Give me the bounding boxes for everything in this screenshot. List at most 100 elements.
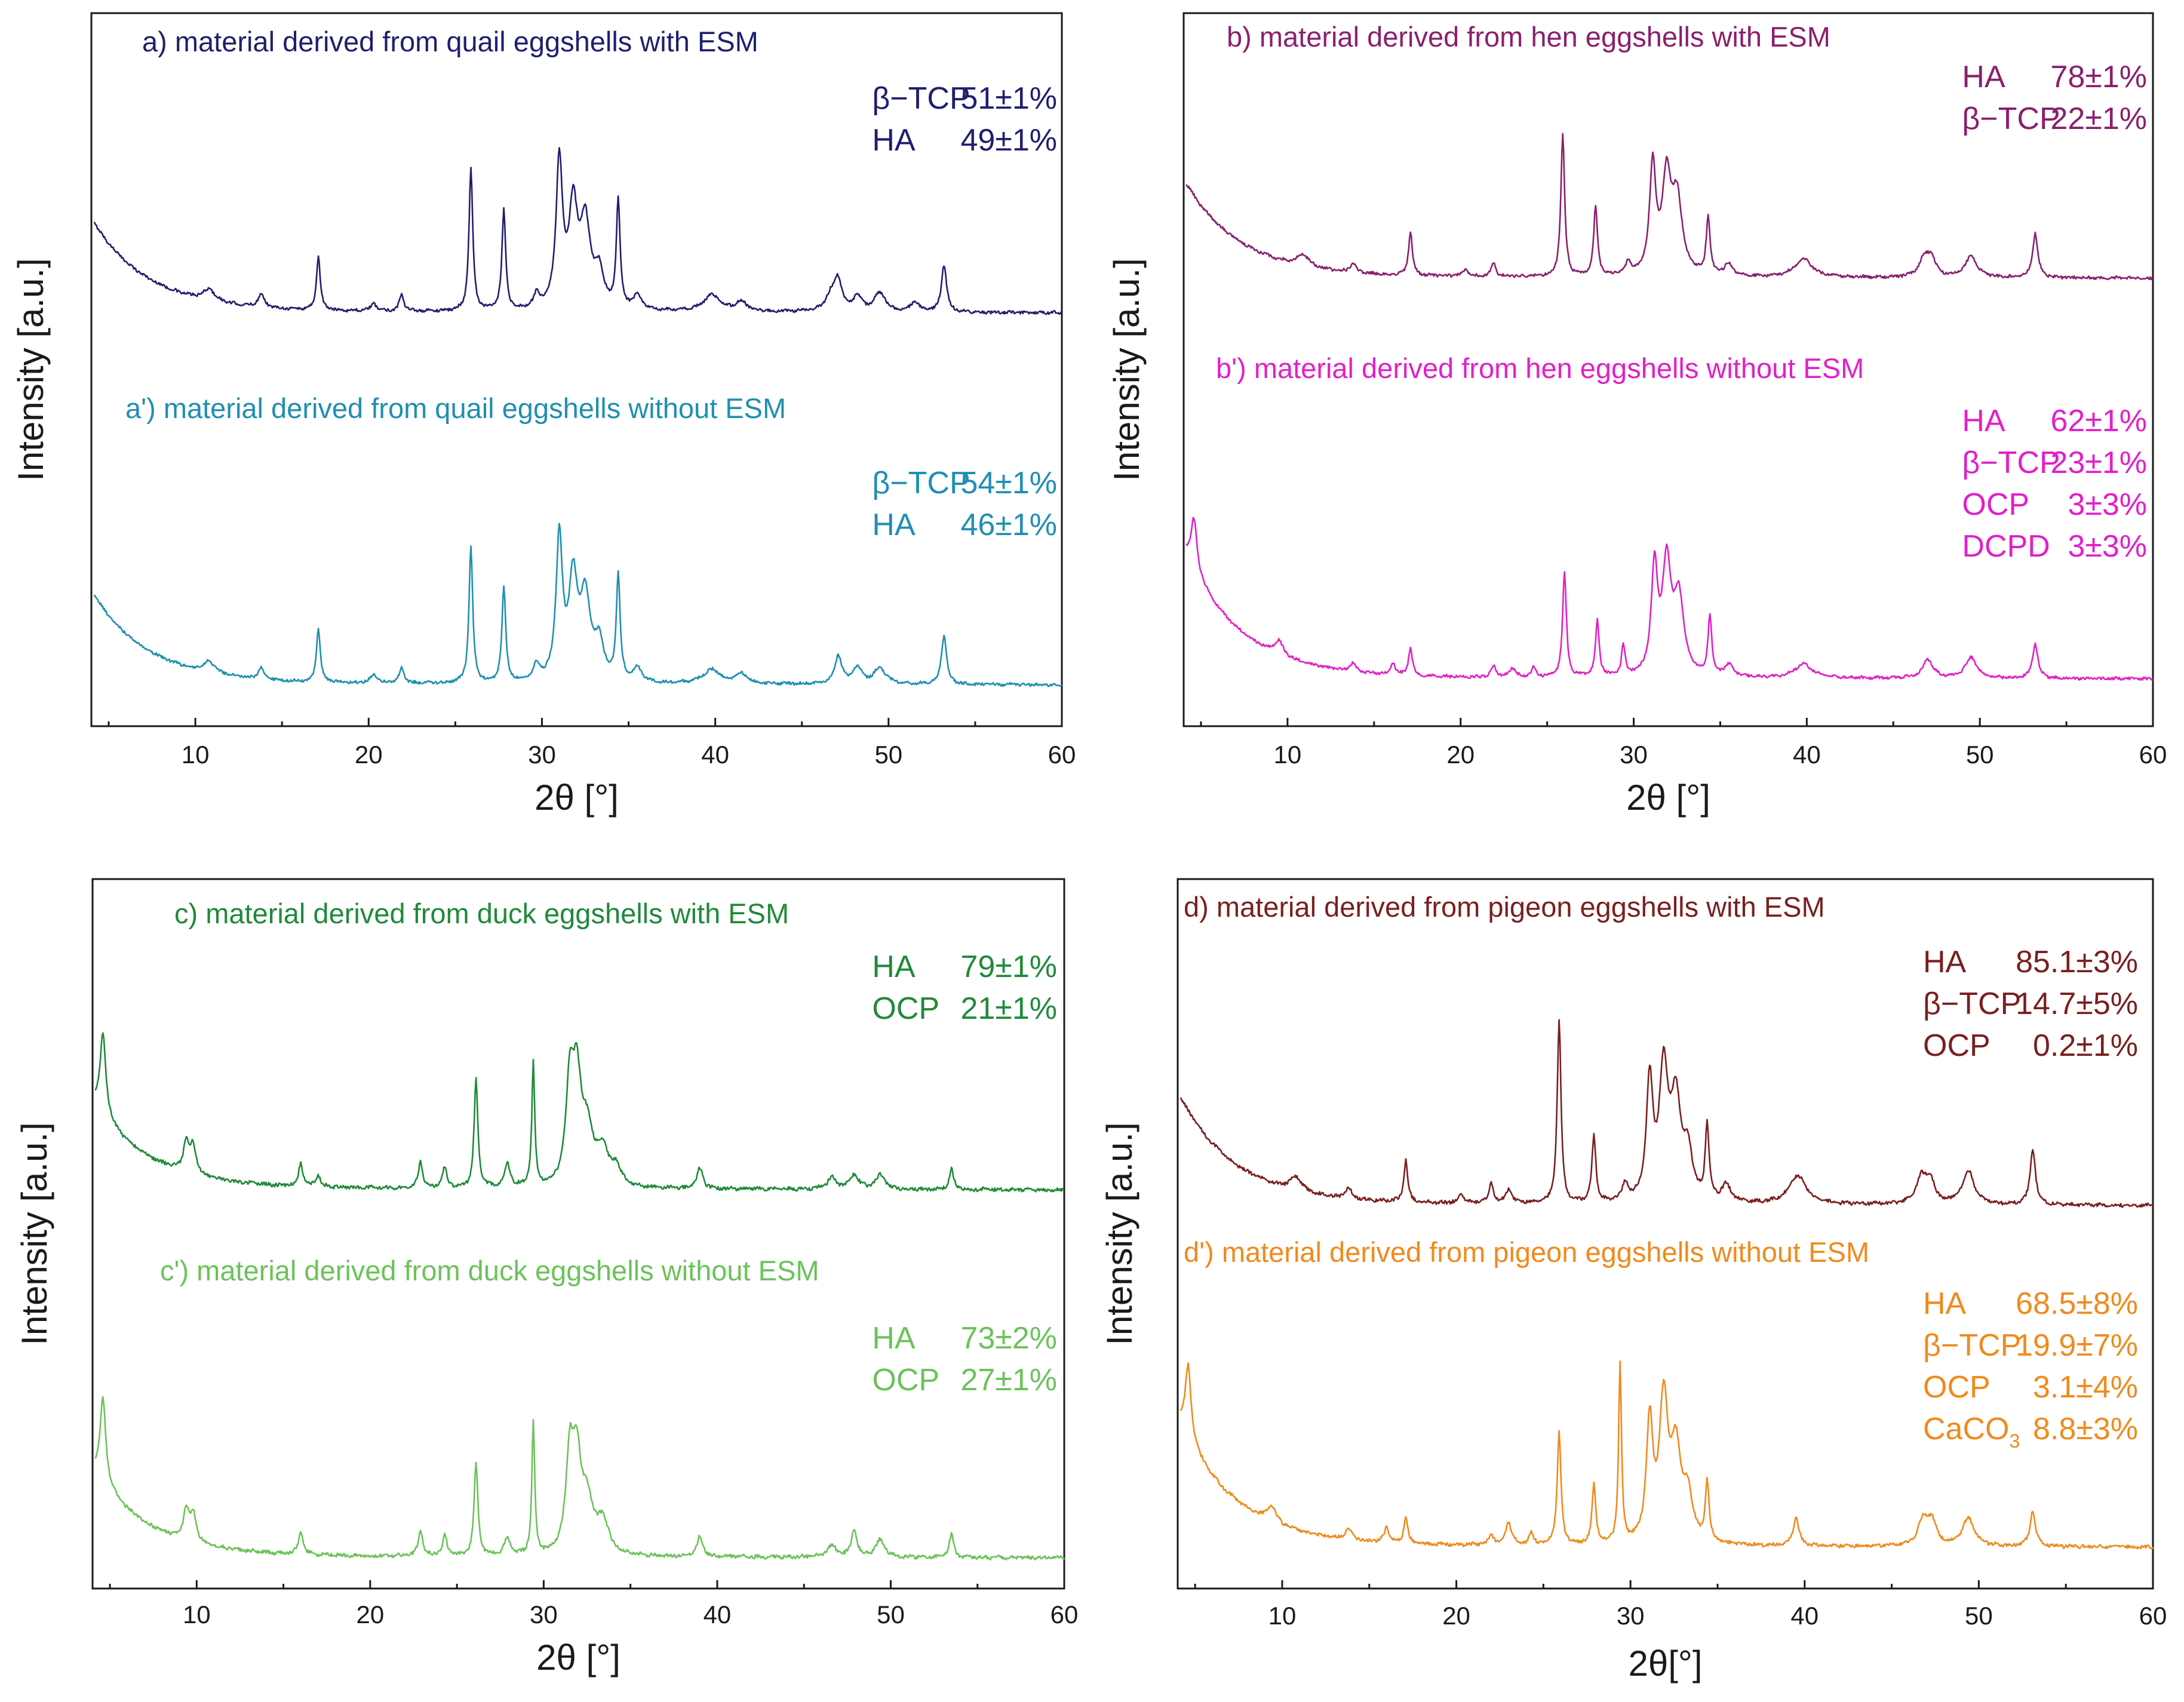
x-tick-label: 30: [528, 741, 556, 769]
phase-label: HA: [872, 1321, 916, 1356]
xrd-pattern-line: [1185, 517, 2154, 681]
series-title: c') material derived from duck eggshells…: [160, 1255, 819, 1286]
panel-d: 10 20 30 40 50 60 Intensity [a.u.] 2θ[°] d) mate…: [1099, 878, 2167, 1683]
phase-value: 78±1%: [2050, 60, 2147, 94]
phase-label: HA: [1923, 1286, 1967, 1321]
phase-label: β−TCP: [1923, 1328, 2021, 1363]
phase-value: 22±1%: [2050, 102, 2147, 136]
phase-value: 3±3%: [2068, 487, 2147, 522]
phase-label: β−TCP: [1962, 102, 2060, 136]
x-tick-label: 20: [1442, 1602, 1470, 1630]
xrd-pattern-line: [1179, 1360, 2154, 1550]
phase-value: 3±3%: [2068, 529, 2147, 564]
phase-label: β−TCP: [872, 466, 970, 500]
panel-a: 10 20 30 40 50 60 Intensity [a.u.] 2θ [°] a) mat…: [11, 12, 1076, 818]
x-tick-label: 10: [1274, 741, 1302, 769]
phase-value: 68.5±8%: [2016, 1286, 2138, 1321]
plot-frame: [90, 12, 1063, 727]
phase-value: 27±1%: [960, 1363, 1057, 1397]
plot-frame: [1177, 878, 2154, 1590]
x-axis-title: 2θ [°]: [1626, 778, 1710, 818]
phase-label: OCP: [1962, 487, 2029, 522]
phase-value: 54±1%: [960, 466, 1057, 500]
phase-value: 85.1±3%: [2016, 945, 2138, 979]
phase-label: HA: [872, 950, 916, 984]
x-tick-label: 50: [1965, 1602, 1993, 1630]
y-axis-title: Intensity [a.u.]: [1099, 1122, 1139, 1345]
x-tick-label: 10: [183, 1600, 211, 1629]
phase-value: 23±1%: [2050, 446, 2147, 480]
phase-label: HA: [872, 508, 916, 542]
x-tick-label: 40: [704, 1600, 732, 1629]
phase-label: CaCO3: [1923, 1412, 2020, 1452]
x-tick-label: 40: [1793, 741, 1821, 769]
x-tick-label: 20: [355, 741, 383, 769]
plot-frame: [91, 878, 1065, 1590]
series-title: b) material derived from hen eggshells w…: [1227, 21, 1830, 53]
x-tick-label: 10: [1268, 1602, 1297, 1630]
xrd-pattern-line: [1179, 1019, 2154, 1208]
phase-value: 62±1%: [2050, 404, 2147, 438]
phase-value: 3.1±4%: [2033, 1370, 2138, 1405]
phase-label: HA: [1962, 60, 2005, 94]
phase-value: 73±2%: [960, 1321, 1057, 1356]
xrd-pattern-line: [93, 147, 1062, 315]
x-tick-label: 30: [1617, 1602, 1645, 1630]
y-axis-title: Intensity [a.u.]: [14, 1122, 54, 1345]
x-tick-label: 60: [2139, 741, 2167, 769]
xrd-pattern-line: [94, 1396, 1065, 1561]
panel-b: 10 20 30 40 50 60 Intensity [a.u.] 2θ [°] b) mat…: [1107, 12, 2167, 818]
xrd-pattern-line: [94, 1032, 1065, 1193]
x-tick-label: 20: [1446, 741, 1475, 769]
series-title: a') material derived from quail eggshell…: [125, 392, 786, 424]
phase-label: OCP: [1923, 1028, 1991, 1063]
x-tick-label: 30: [1620, 741, 1648, 769]
xrd-pattern-line: [93, 523, 1062, 687]
phase-value: 49±1%: [960, 123, 1057, 158]
y-axis-title: Intensity [a.u.]: [11, 258, 51, 481]
x-axis-title: 2θ [°]: [536, 1638, 621, 1678]
phase-label: OCP: [872, 1363, 939, 1397]
x-tick-label: 40: [1790, 1602, 1819, 1630]
series-title: d') material derived from pigeon eggshel…: [1184, 1236, 1869, 1268]
series-title: a) material derived from quail eggshells…: [142, 26, 758, 57]
x-tick-label: 10: [182, 741, 210, 769]
plot-frame: [1182, 12, 2154, 727]
phase-value: 19.9±7%: [2016, 1328, 2138, 1363]
x-tick-label: 50: [877, 1600, 905, 1629]
x-tick-label: 50: [1966, 741, 1994, 769]
x-axis-title: 2θ[°]: [1628, 1643, 1702, 1683]
xrd-pattern-line: [1185, 133, 2154, 281]
phase-label: HA: [1923, 945, 1967, 979]
x-axis-title: 2θ [°]: [535, 778, 619, 818]
phase-label: HA: [872, 123, 916, 158]
series-title: d) material derived from pigeon eggshell…: [1184, 891, 1825, 923]
phase-value: 8.8±3%: [2033, 1412, 2138, 1446]
phase-value: 0.2±1%: [2033, 1028, 2138, 1063]
phase-value: 21±1%: [960, 991, 1057, 1026]
x-tick-label: 30: [530, 1600, 558, 1629]
phase-label: β−TCP: [872, 81, 970, 116]
phase-label: OCP: [1923, 1370, 1991, 1405]
x-tick-label: 60: [1048, 741, 1076, 769]
x-tick-label: 60: [2139, 1602, 2167, 1630]
phase-value: 14.7±5%: [2016, 987, 2138, 1021]
phase-value: 79±1%: [960, 950, 1057, 984]
y-axis-title: Intensity [a.u.]: [1107, 258, 1147, 481]
phase-label: DCPD: [1962, 529, 2050, 564]
x-tick-label: 50: [874, 741, 902, 769]
phase-label: OCP: [872, 991, 939, 1026]
phase-label: β−TCP: [1962, 446, 2060, 480]
series-title: c) material derived from duck eggshells …: [174, 898, 789, 929]
phase-label: HA: [1962, 404, 2005, 438]
phase-value: 46±1%: [960, 508, 1057, 542]
panel-c: 10 20 30 40 50 60 Intensity [a.u.] 2θ [°] c) mat…: [14, 878, 1079, 1678]
series-title: b') material derived from hen eggshells …: [1216, 352, 1864, 384]
x-tick-label: 40: [701, 741, 729, 769]
x-tick-label: 60: [1050, 1600, 1079, 1629]
phase-label-subscript: 3: [2009, 1430, 2020, 1452]
phase-value: 51±1%: [960, 81, 1057, 116]
x-tick-label: 20: [356, 1600, 384, 1629]
